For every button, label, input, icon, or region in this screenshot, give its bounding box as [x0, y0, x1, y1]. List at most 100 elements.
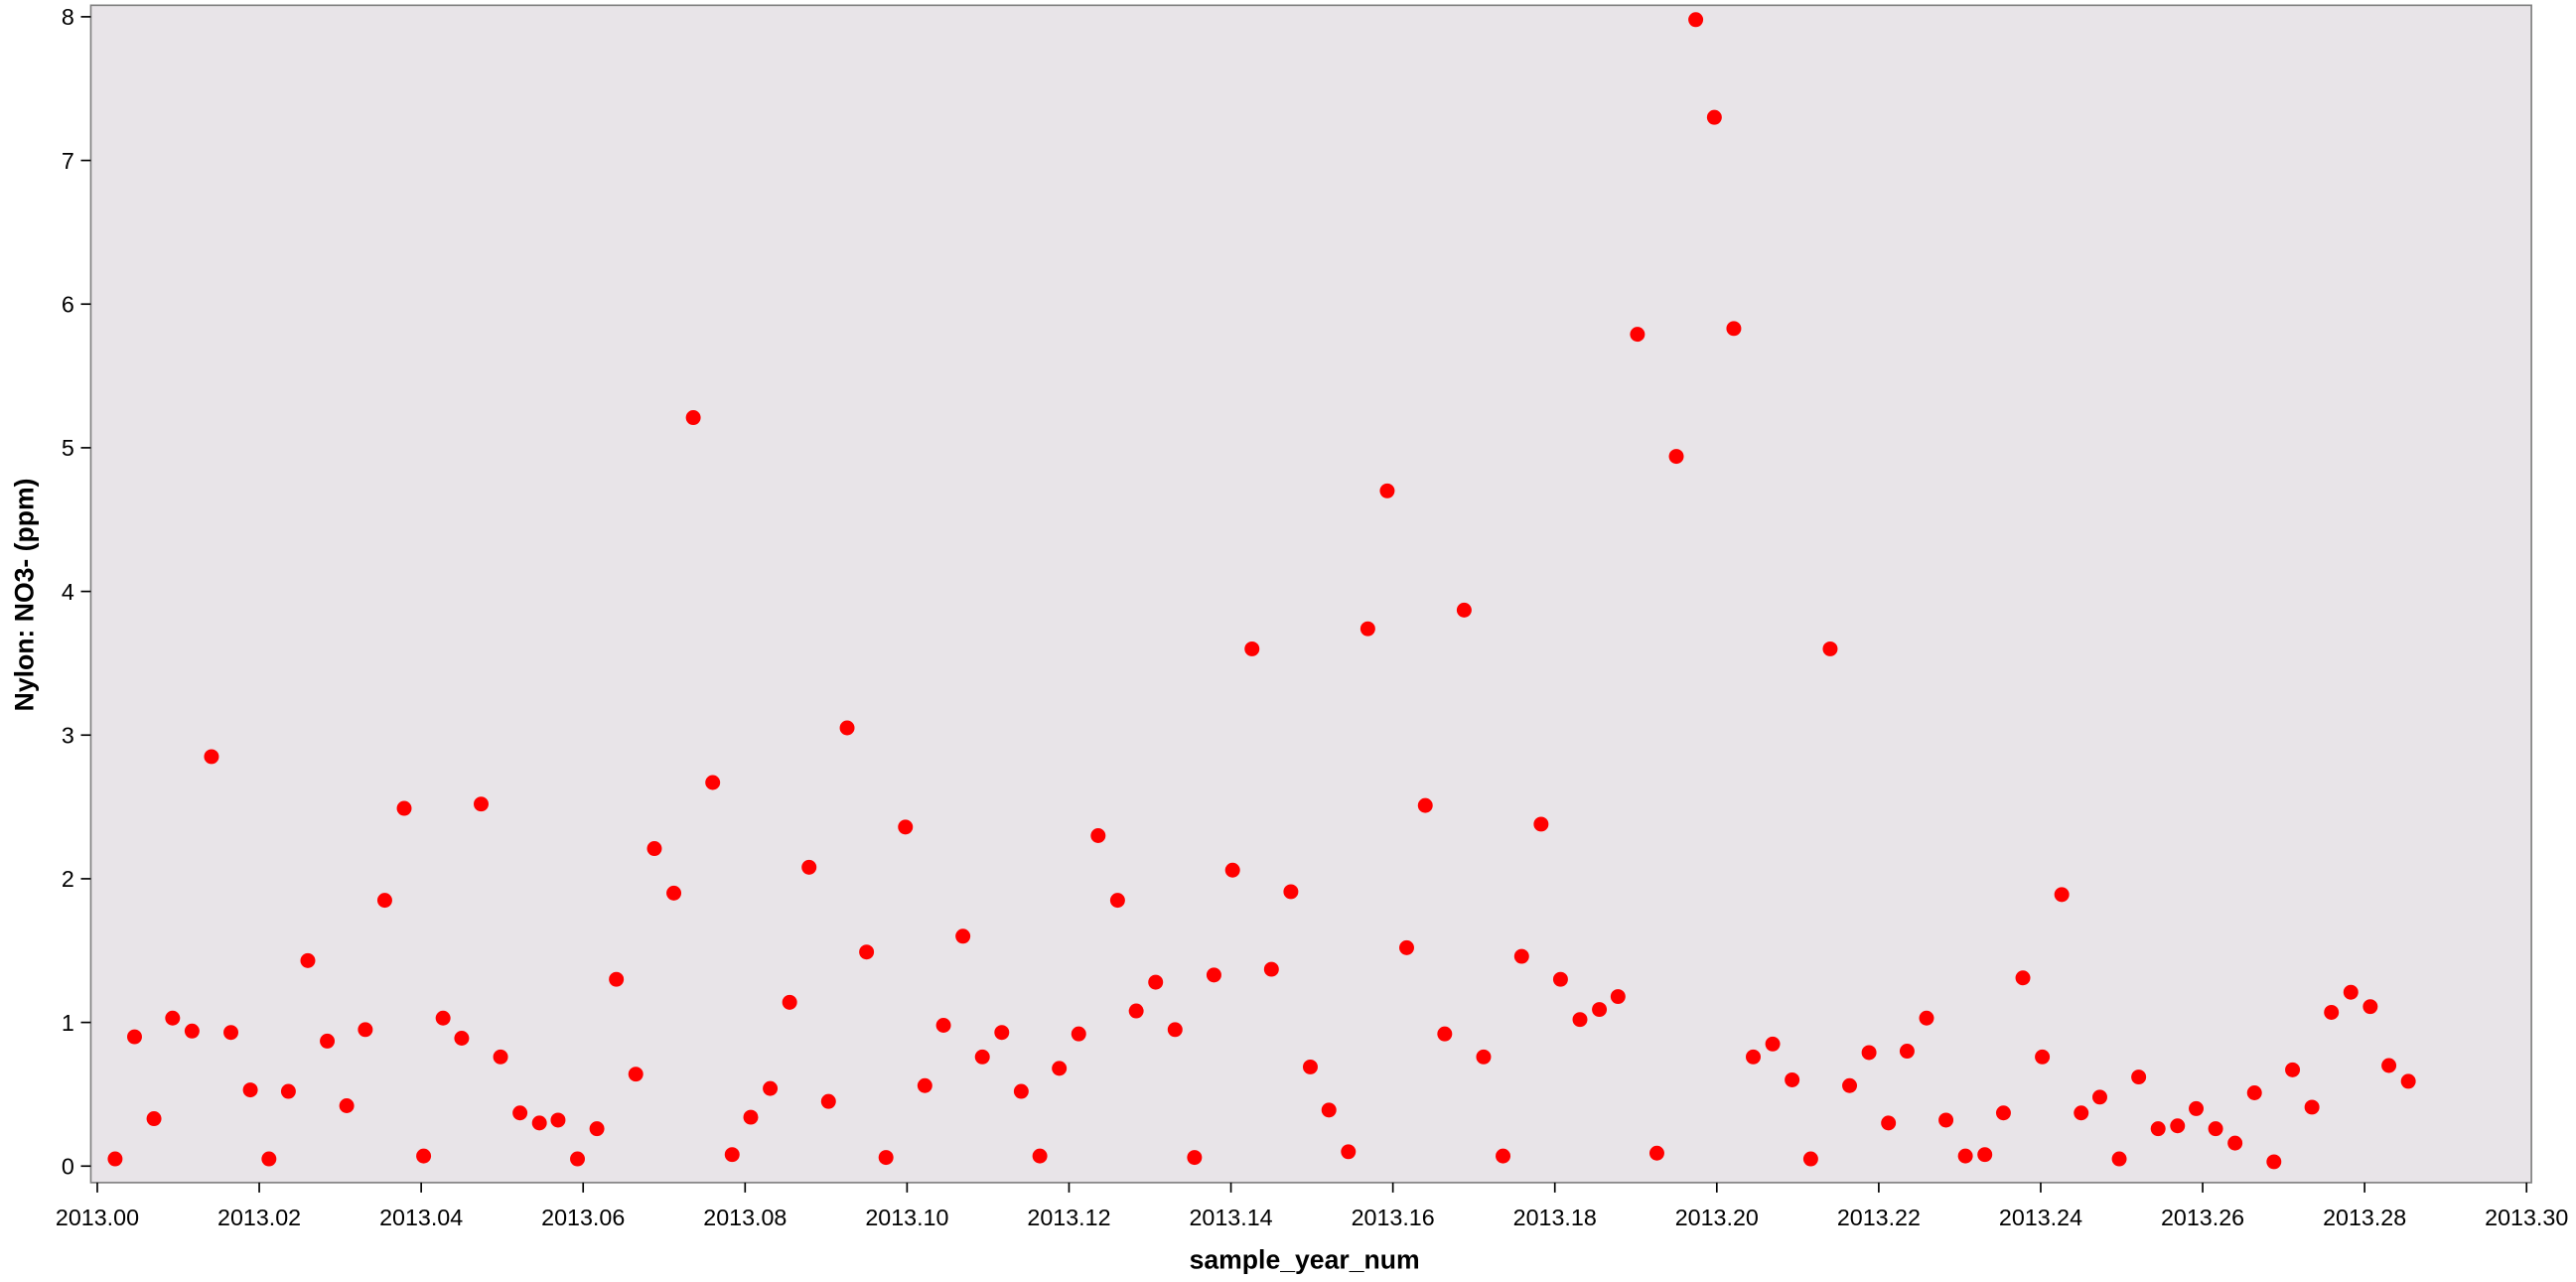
x-tick-label: 2013.24 — [1999, 1205, 2082, 1230]
point — [1726, 321, 1742, 337]
point — [2343, 984, 2359, 1000]
point — [242, 1082, 258, 1098]
y-tick-label: 2 — [62, 866, 74, 892]
point — [2381, 1058, 2397, 1073]
y-tick-label: 6 — [62, 292, 74, 318]
point — [1244, 641, 1260, 656]
point — [1648, 1145, 1664, 1161]
point — [2324, 1004, 2340, 1020]
x-tick-label: 2013.02 — [217, 1205, 301, 1230]
point — [1437, 1026, 1453, 1042]
point — [1013, 1083, 1029, 1099]
point — [1938, 1112, 1954, 1128]
x-tick-label: 2013.00 — [56, 1205, 139, 1230]
point — [743, 1109, 759, 1125]
point — [898, 819, 914, 835]
point — [1206, 967, 1221, 983]
point — [2208, 1121, 2223, 1137]
x-tick-label: 2013.04 — [379, 1205, 463, 1230]
point — [2074, 1105, 2089, 1121]
point — [280, 1083, 296, 1099]
x-tick-label: 2013.10 — [865, 1205, 948, 1230]
point — [454, 1031, 470, 1046]
point — [204, 749, 219, 765]
point — [1476, 1049, 1492, 1065]
point — [2131, 1069, 2147, 1085]
point — [2111, 1151, 2127, 1167]
point — [261, 1151, 277, 1167]
point — [493, 1049, 508, 1065]
x-tick-label: 2013.18 — [1513, 1205, 1597, 1230]
point — [801, 859, 817, 875]
point — [223, 1025, 239, 1041]
x-tick-label: 2013.08 — [703, 1205, 787, 1230]
point — [2266, 1154, 2282, 1170]
point — [2054, 887, 2070, 903]
point — [2400, 1073, 2416, 1089]
point — [1957, 1148, 1973, 1164]
point — [300, 952, 316, 968]
y-axis-title: Nylon: NO3- (ppm) — [9, 478, 39, 711]
point — [609, 971, 625, 987]
point — [1283, 884, 1299, 900]
point — [1533, 816, 1549, 832]
point — [2227, 1135, 2243, 1151]
point — [146, 1111, 162, 1127]
point — [1668, 449, 1684, 465]
point — [570, 1151, 585, 1167]
point — [416, 1148, 432, 1164]
point — [320, 1033, 336, 1049]
point — [839, 720, 855, 736]
point — [2362, 999, 2378, 1015]
point — [1881, 1115, 1897, 1131]
point — [705, 775, 721, 790]
x-tick-label: 2013.28 — [2323, 1205, 2406, 1230]
point — [1071, 1026, 1086, 1042]
x-tick-label: 2013.30 — [2485, 1205, 2568, 1230]
point — [878, 1150, 894, 1166]
point — [1109, 893, 1125, 909]
point — [724, 1147, 740, 1163]
point — [666, 885, 682, 901]
point — [1977, 1147, 1993, 1163]
point — [1360, 621, 1375, 637]
point — [859, 944, 875, 960]
point — [1456, 602, 1472, 618]
point — [1842, 1077, 1858, 1093]
point — [820, 1093, 836, 1109]
point — [1688, 12, 1704, 28]
point — [935, 1018, 951, 1033]
point — [376, 893, 392, 909]
point — [1513, 948, 1529, 964]
point — [2285, 1062, 2301, 1077]
point — [2015, 970, 2031, 986]
point — [1610, 989, 1626, 1005]
y-tick-label: 5 — [62, 435, 74, 461]
y-tick-label: 1 — [62, 1010, 74, 1036]
y-tick-label: 0 — [62, 1154, 74, 1180]
point — [1706, 109, 1722, 125]
point — [1379, 483, 1395, 499]
point — [782, 994, 797, 1010]
point — [1341, 1144, 1357, 1160]
x-tick-label: 2013.20 — [1675, 1205, 1759, 1230]
point — [1592, 1002, 1608, 1018]
point — [1321, 1102, 1337, 1118]
point — [1399, 939, 1414, 955]
point — [1187, 1150, 1203, 1166]
point — [1802, 1151, 1818, 1167]
point — [435, 1010, 451, 1026]
point — [127, 1029, 142, 1045]
point — [2170, 1118, 2186, 1134]
x-tick-label: 2013.12 — [1027, 1205, 1110, 1230]
point — [1263, 961, 1279, 977]
point — [184, 1023, 200, 1039]
y-tick-label: 4 — [62, 579, 74, 605]
point — [1746, 1049, 1761, 1065]
point — [1630, 327, 1646, 343]
point — [1167, 1022, 1183, 1038]
x-tick-label: 2013.16 — [1352, 1205, 1435, 1230]
point — [1224, 862, 1240, 878]
